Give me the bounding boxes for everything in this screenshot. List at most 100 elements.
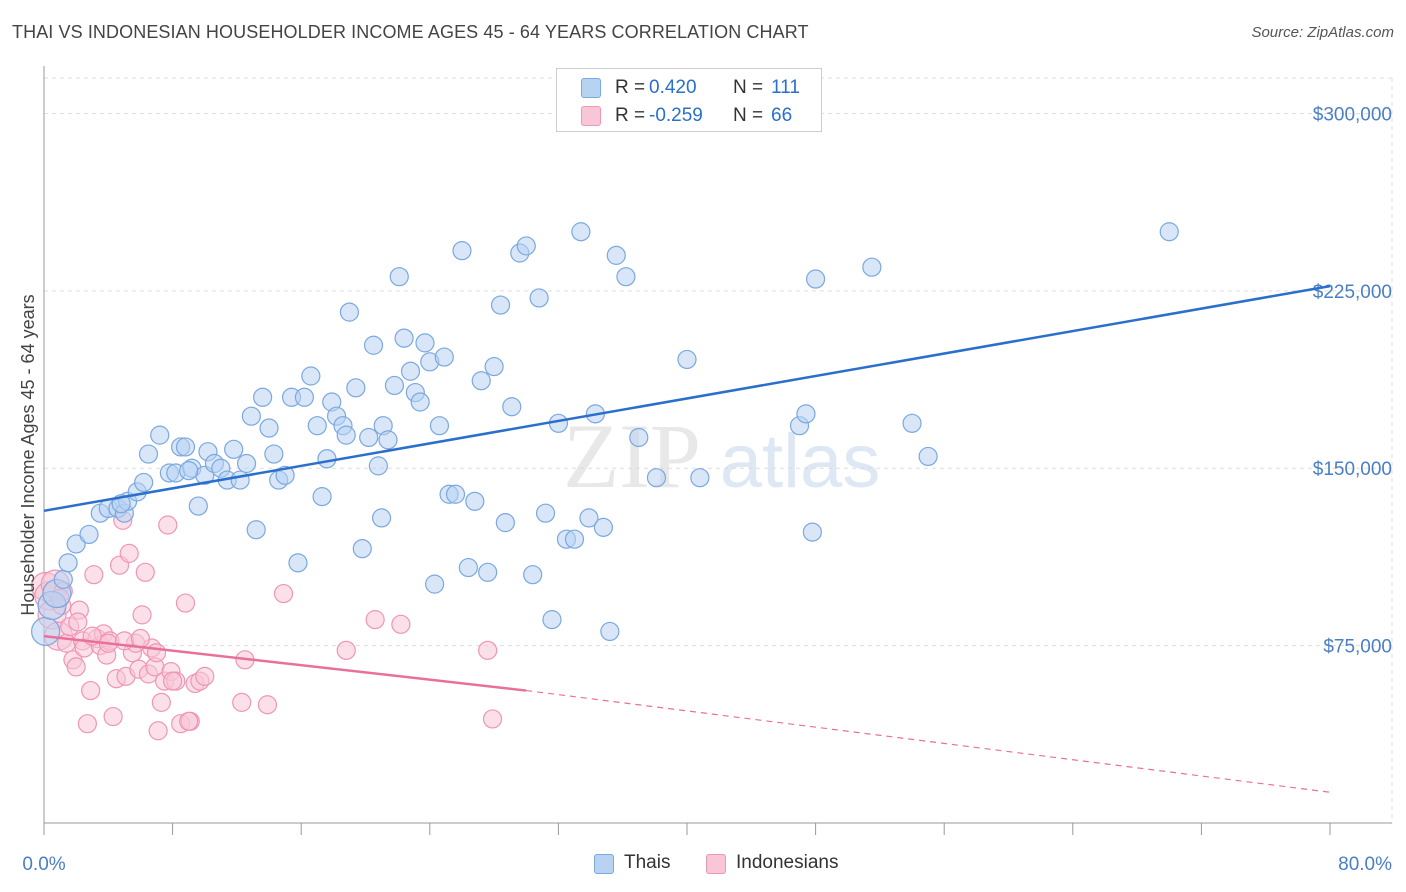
thai-point	[465, 491, 485, 511]
thai-point	[275, 465, 295, 485]
thai-point	[677, 349, 697, 370]
thai-point	[264, 444, 284, 464]
legend-n-label: N =	[733, 105, 764, 126]
thai-point	[58, 553, 78, 573]
thai-point	[796, 404, 816, 424]
thai-point	[516, 236, 536, 256]
thai-point	[352, 539, 372, 559]
thai-point	[389, 267, 409, 287]
thai-point	[690, 468, 710, 488]
legend-r-value: 0.420	[649, 77, 697, 98]
indonesian-point	[135, 562, 155, 582]
bottom-legend-label: Thais	[624, 852, 671, 873]
bottom-legend-label: Indonesians	[736, 852, 839, 873]
correlation-legend: R = 0.420 N = 111 R = -0.259 N = 66	[556, 68, 822, 132]
thai-point	[378, 430, 398, 450]
thai-point	[368, 456, 388, 476]
indonesian-point	[81, 680, 101, 701]
thais-swatch	[581, 78, 601, 98]
indonesian-point	[146, 643, 167, 663]
indonesian-point	[158, 515, 178, 535]
indonesian-point	[273, 583, 294, 604]
watermark: ZIP atlas	[563, 405, 880, 507]
thai-point	[410, 392, 430, 412]
thai-point	[294, 387, 315, 407]
thai-point	[616, 267, 636, 287]
thai-point	[502, 397, 522, 417]
indonesians-swatch	[706, 854, 726, 874]
watermark-zip: ZIP	[563, 405, 701, 507]
indonesian-point	[132, 605, 152, 625]
indonesian-trend-extension	[526, 689, 1331, 793]
thai-point	[301, 366, 321, 386]
thai-point	[359, 427, 379, 448]
thai-point	[523, 565, 543, 585]
thai-point	[646, 468, 667, 488]
indonesian-point	[478, 640, 498, 660]
indonesian-point	[365, 610, 385, 630]
thai-point	[236, 453, 257, 474]
thai-point	[542, 610, 562, 630]
thai-point	[384, 375, 405, 396]
indonesian-point	[119, 543, 139, 563]
thai-point	[259, 418, 279, 438]
thai-point	[224, 439, 244, 459]
thai-point	[138, 444, 159, 464]
thai-point	[400, 361, 421, 381]
thai-point	[802, 522, 822, 542]
thai-point	[862, 257, 882, 277]
thai-point	[371, 508, 392, 528]
thai-point	[312, 487, 332, 507]
thai-point	[434, 347, 454, 367]
thai-point	[564, 529, 585, 549]
thai-point	[902, 413, 922, 433]
thai-point	[425, 574, 445, 594]
thai-point	[363, 335, 384, 355]
thai-point	[253, 387, 273, 407]
indonesian-point	[151, 692, 171, 712]
thai-point	[188, 496, 208, 516]
thais-swatch	[594, 854, 614, 874]
indonesian-point	[175, 593, 196, 613]
thai-point	[175, 437, 196, 457]
thai-point	[484, 356, 504, 377]
thai-point	[53, 569, 73, 589]
thai-point	[307, 416, 327, 436]
thai-point	[179, 461, 199, 481]
thai-point	[241, 406, 261, 426]
thai-point	[593, 517, 614, 537]
y-tick-label: $300,000	[1313, 104, 1392, 125]
y-axis-title: Householder Income Ages 45 - 64 years	[18, 294, 38, 615]
thai-point	[529, 288, 549, 308]
points-layer	[31, 222, 1179, 741]
indonesian-point	[391, 614, 411, 634]
thai-point	[288, 553, 308, 573]
thai-trend-line	[43, 284, 1331, 513]
thai-point	[79, 524, 99, 545]
indonesian-point	[179, 711, 199, 731]
indonesians-swatch	[581, 106, 601, 126]
thai-point	[246, 520, 266, 540]
indonesian-point	[257, 695, 278, 715]
legend-row-indonesians: R = -0.259 N = 66	[557, 101, 821, 129]
thai-point	[629, 427, 649, 448]
indonesian-point	[195, 666, 215, 686]
thai-point	[339, 302, 360, 322]
legend-row-thais: R = 0.420 N = 111	[557, 73, 821, 101]
thai-point	[31, 616, 61, 647]
thai-point	[579, 508, 599, 528]
thai-point	[150, 425, 170, 445]
thai-point	[134, 472, 154, 493]
trend-layer	[43, 284, 1331, 793]
legend-r-label: R =	[615, 77, 646, 98]
indonesian-point	[163, 671, 183, 691]
thai-point	[606, 245, 626, 265]
thai-point	[478, 562, 498, 582]
thai-point	[600, 621, 620, 642]
thai-point	[230, 470, 250, 490]
indonesian-point	[148, 721, 168, 741]
legend-r-label: R =	[615, 105, 646, 126]
indonesian-point	[130, 628, 151, 649]
thai-point	[571, 222, 591, 242]
legend-n-value: 66	[771, 105, 793, 126]
